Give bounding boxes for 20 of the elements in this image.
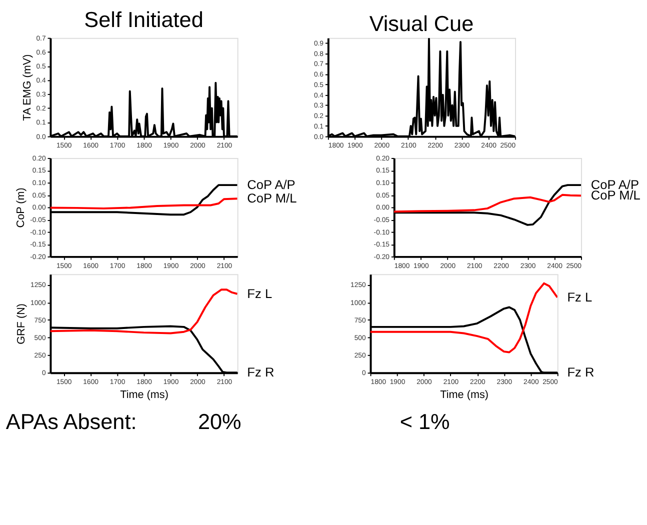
series-label: Fz L xyxy=(247,286,272,301)
text: < 1% xyxy=(400,408,450,434)
y-axis-title: TA EMG (mV) xyxy=(21,54,34,121)
line-series xyxy=(370,282,558,354)
text: APAs Absent: xyxy=(6,408,137,434)
y-axis-title: CoP (m) xyxy=(15,188,28,228)
text: 20% xyxy=(198,408,242,434)
line-series xyxy=(394,194,582,213)
x-axis-title: Time (ms) xyxy=(440,388,488,401)
series-label: CoP A/P xyxy=(247,176,296,192)
series-label: CoP M/L xyxy=(247,190,297,206)
chart-title: Visual Cue xyxy=(369,10,474,36)
y-axis-title: GRF (N) xyxy=(16,303,28,344)
chart-title: Self Initiated xyxy=(84,7,204,32)
line-series xyxy=(50,288,238,334)
x-axis-title: Time (ms) xyxy=(120,388,168,401)
series-label: Fz L xyxy=(567,289,592,304)
line-series xyxy=(50,198,238,210)
series-label: Fz R xyxy=(247,364,274,380)
series-label: Fz R xyxy=(567,364,594,380)
